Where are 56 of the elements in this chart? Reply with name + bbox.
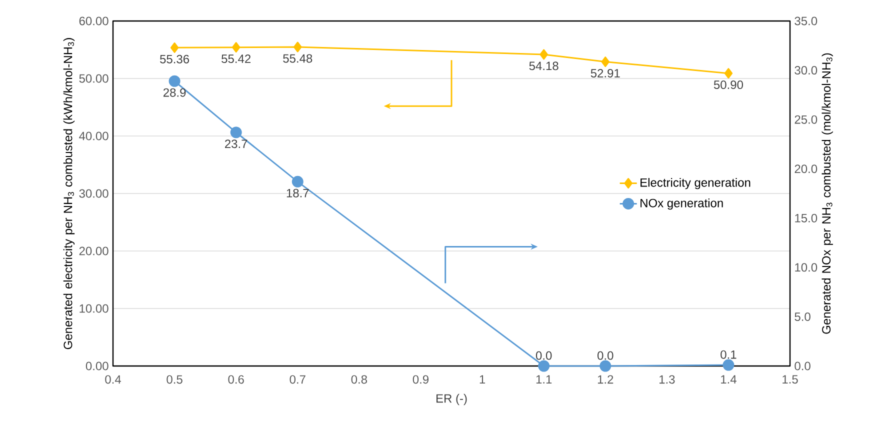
x-tick-label: 1.3	[660, 375, 675, 384]
point	[722, 359, 734, 371]
x-tick-label: 1.5	[782, 375, 798, 384]
point	[538, 360, 550, 372]
x-tick-label: 1	[480, 375, 486, 384]
x-tick-label: 0.6	[228, 375, 244, 384]
x-tick-label: 0.5	[166, 375, 182, 384]
data-label: 18.7	[286, 188, 309, 198]
x-tick-label: 1.4	[721, 375, 736, 384]
point	[230, 126, 242, 138]
data-label: 55.36	[160, 54, 190, 64]
point	[292, 176, 304, 188]
point	[168, 75, 180, 87]
y2-axis-title: Generated NOx per NH$_{3}$ combusted (mol/kmol-NH$_{3}$)	[822, 53, 833, 334]
x-tick-label: 0.8	[351, 375, 368, 384]
y-tick-label: 20.00	[79, 246, 108, 256]
y-tick-label: 50.00	[79, 74, 108, 83]
y-tick-label: 0.00	[86, 362, 108, 370]
point	[232, 42, 240, 53]
x-tick-label: 0.4	[105, 375, 121, 384]
y2-tick-label: 15.0	[795, 214, 818, 222]
point	[294, 42, 302, 52]
point	[724, 68, 733, 79]
point	[600, 360, 612, 372]
point	[170, 42, 179, 53]
y2-tick-label: 30.0	[794, 66, 818, 75]
data-label: 50.90	[714, 80, 744, 90]
y2-tick-label: 0.0	[794, 362, 810, 370]
y2-tick-label: 25.0	[794, 115, 818, 124]
data-label: 28.9	[163, 88, 186, 97]
y-tick-label: 10.00	[80, 304, 108, 313]
x-tick-label: 1.1	[536, 375, 552, 384]
y2-tick-label: 5.0	[794, 312, 810, 321]
data-label: 0.1	[720, 350, 736, 359]
y-tick-label: 40.00	[79, 132, 108, 140]
data-label: 23.7	[225, 140, 248, 148]
data-label: 52.91	[590, 68, 620, 78]
point	[601, 56, 610, 68]
legend-label: NOx generation	[640, 198, 723, 210]
x-axis-title: ER (-)	[436, 394, 467, 406]
point	[540, 49, 548, 60]
y2-tick-label: 35.0	[794, 16, 818, 26]
y-tick-label: 60.00	[79, 16, 108, 26]
data-label: 0.0	[536, 351, 552, 360]
y2-tick-label: 10.0	[795, 263, 818, 272]
data-label: 54.18	[529, 62, 558, 70]
y2-tick-label: 20.0	[794, 164, 818, 174]
x-tick-label: 1.2	[598, 375, 614, 384]
data-label: 55.48	[283, 54, 312, 63]
y-axis-title: Generated electricity per NH$_{3}$ combusted (kWh/kmol-NH$_{3}$)	[63, 38, 75, 350]
data-label: 0.0	[598, 351, 614, 360]
data-label: 55.42	[222, 54, 251, 64]
x-tick-label: 0.7	[290, 375, 306, 384]
x-tick-label: 0.9	[412, 375, 429, 384]
legend-label: Electricity generation	[640, 178, 750, 190]
y-tick-label: 30.00	[79, 189, 108, 198]
